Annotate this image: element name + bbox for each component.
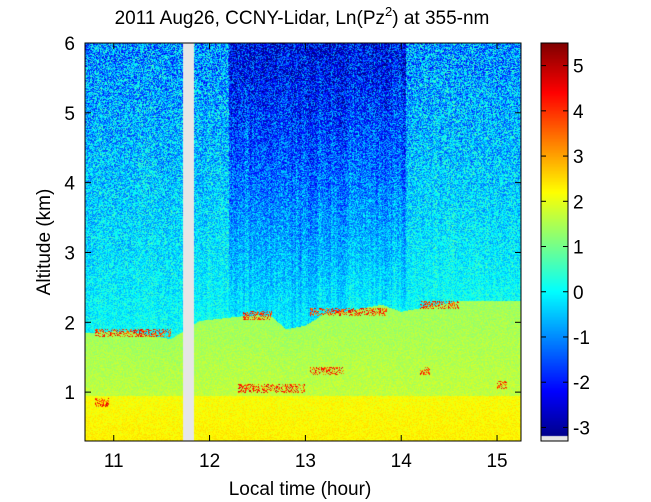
plot-frame [84, 42, 522, 442]
y-tick-label: 1 [64, 383, 75, 404]
x-tick-label: 14 [391, 451, 413, 472]
x-tick-label: 15 [486, 451, 507, 472]
x-tick-label: 12 [199, 451, 220, 472]
y-tick-label: 6 [64, 34, 75, 55]
colorbar-tick-label: 4 [573, 102, 584, 123]
y-axis-ticks: 1 2 3 4 5 6 [64, 34, 521, 404]
y-tick-label: 4 [64, 174, 75, 195]
colorbar-tick-label: -1 [573, 328, 590, 349]
x-tick-label: 11 [104, 451, 124, 472]
colorbar-image [541, 43, 568, 441]
colorbar-tick-label: 0 [573, 283, 584, 304]
title-superscript: 2 [385, 4, 392, 19]
y-tick-label: 5 [64, 104, 75, 125]
y-tick-label: 2 [64, 313, 75, 334]
title-suffix: ) at 355-nm [392, 8, 489, 29]
x-axis-label: Local time (hour) [229, 479, 372, 500]
x-axis-ticks: 11 12 13 14 15 [104, 43, 508, 472]
heatmap-image [85, 43, 521, 441]
colorbar: -3 -2 -1 0 1 2 3 4 5 [540, 42, 590, 442]
colorbar-frame [540, 42, 569, 442]
colorbar-tick-label: 1 [573, 238, 584, 259]
y-axis-label: Altitude (km) [34, 189, 55, 296]
colorbar-ticks: -3 -2 -1 0 1 2 3 4 5 [541, 57, 590, 439]
title-prefix: 2011 Aug26, CCNY-Lidar, Ln(Pz [115, 8, 385, 29]
colorbar-tick-label: 2 [573, 192, 584, 213]
chart-title: 2011 Aug26, CCNY-Lidar, Ln(Pz2) at 355-n… [115, 4, 490, 29]
colorbar-tick-label: -3 [573, 418, 590, 439]
colorbar-tick-label: -2 [573, 373, 590, 394]
colorbar-tick-label: 3 [573, 147, 584, 168]
x-tick-label: 13 [295, 451, 316, 472]
colorbar-tick-label: 5 [573, 57, 584, 78]
y-tick-label: 3 [64, 243, 75, 264]
